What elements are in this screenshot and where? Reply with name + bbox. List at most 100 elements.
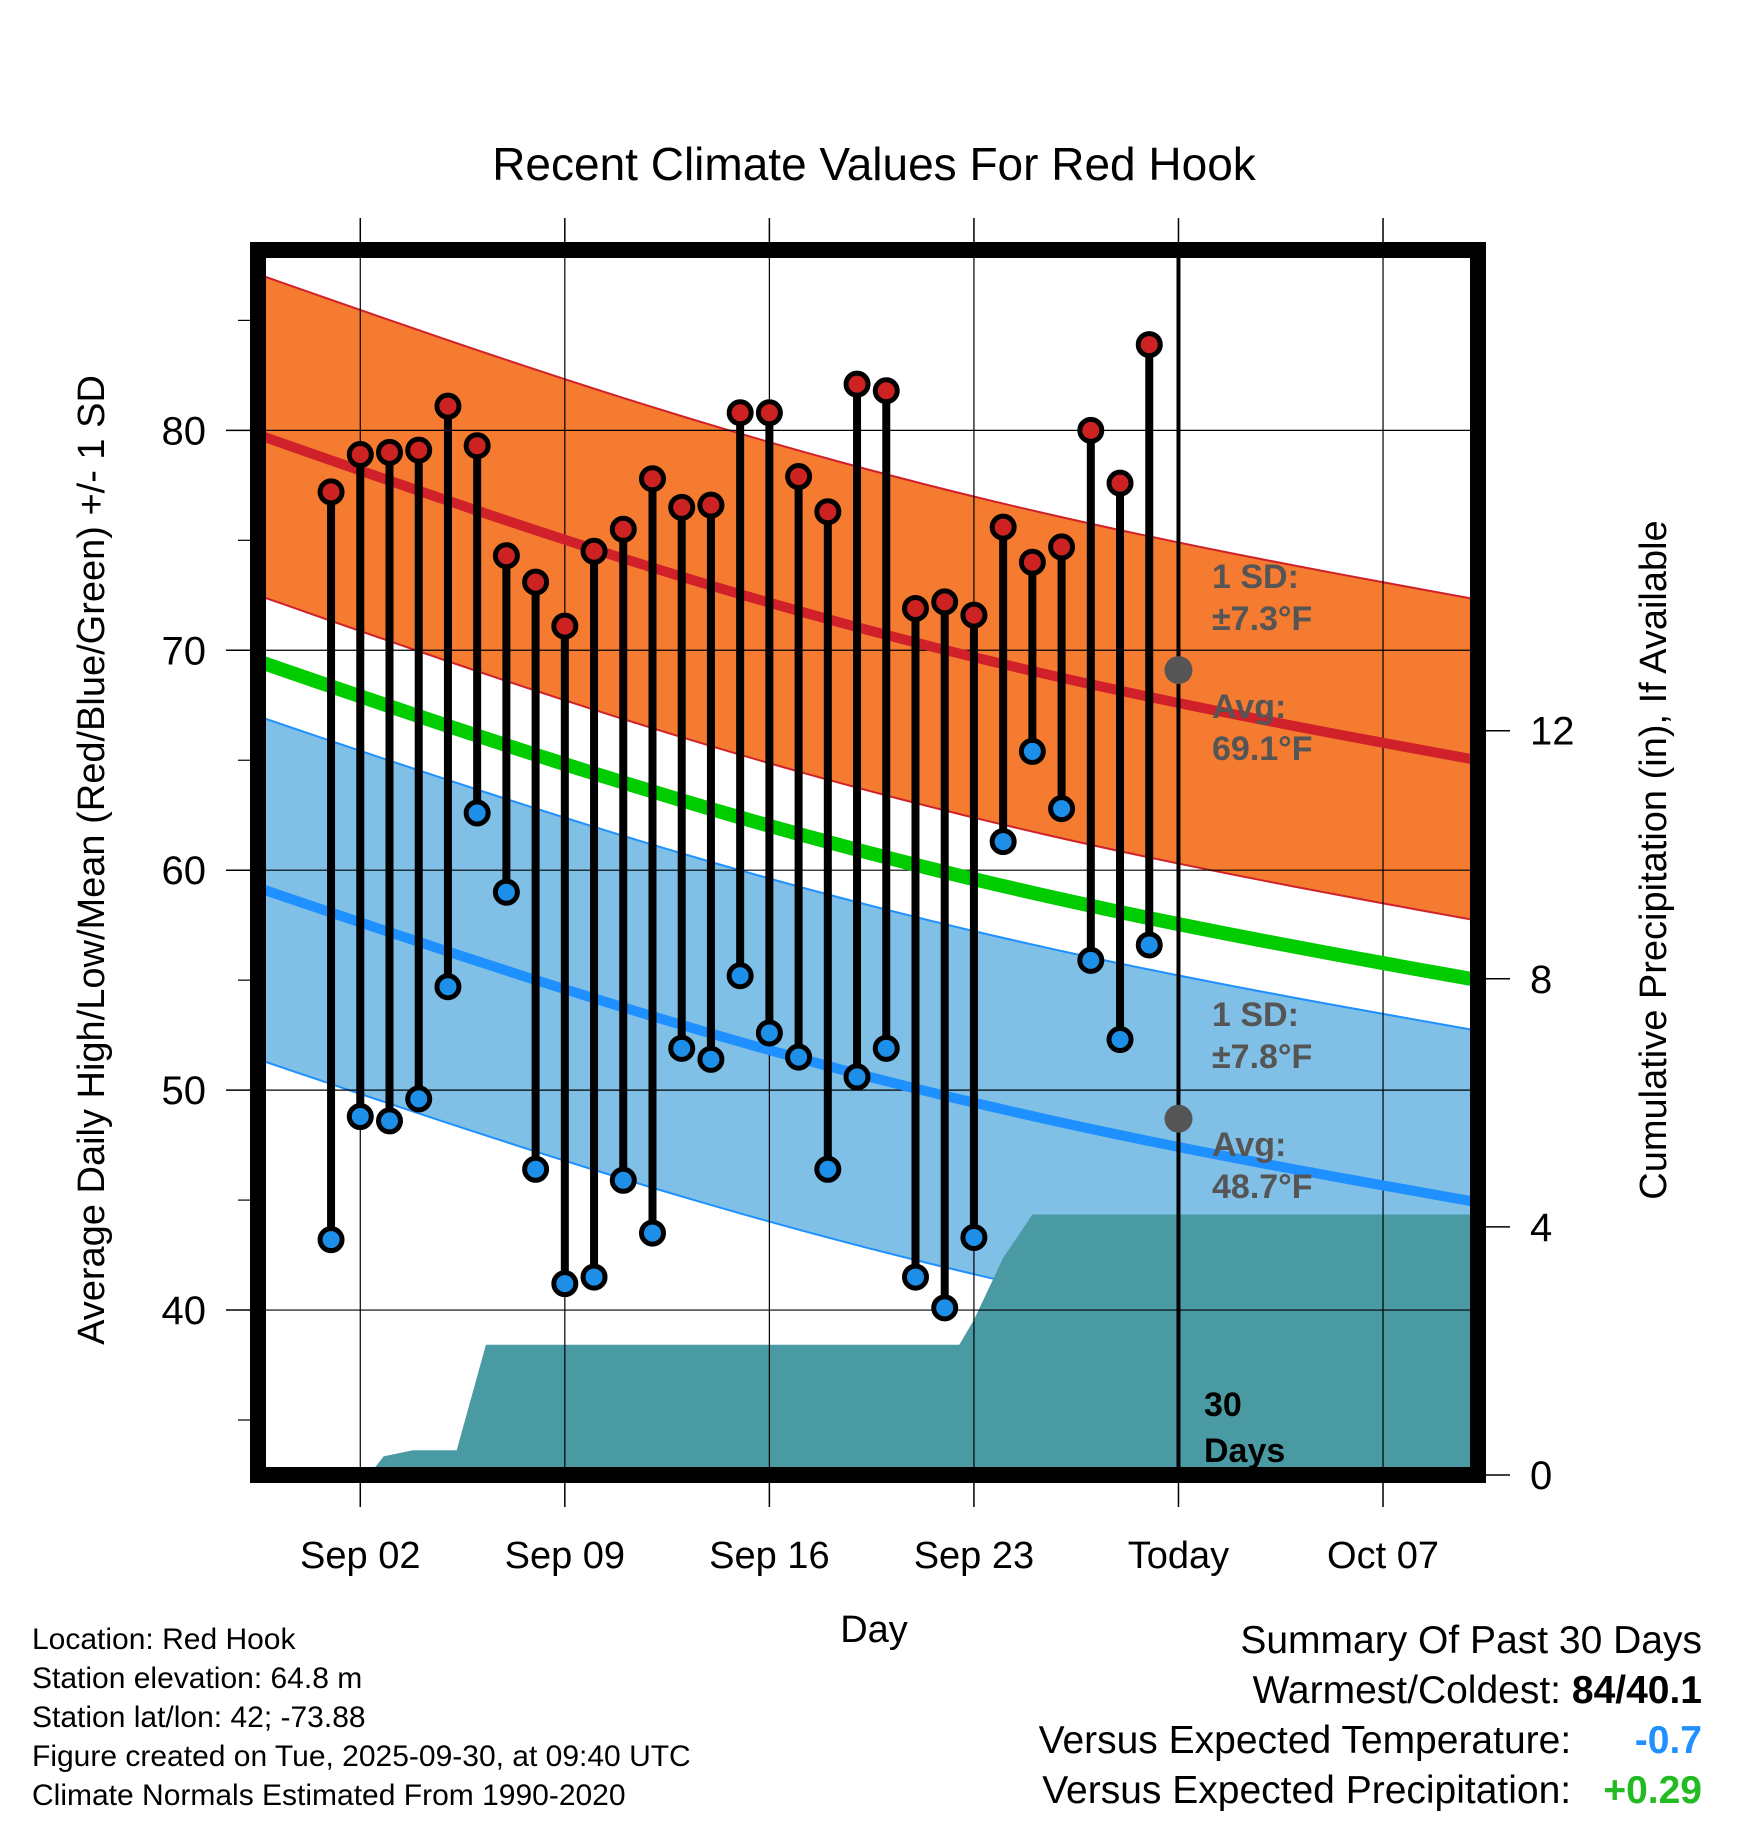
y-tick-label: 60 — [162, 849, 207, 893]
summary-precip-anomaly: Versus Expected Precipitation: +0.29 — [1039, 1766, 1702, 1816]
high-sd-band — [258, 273, 1478, 922]
y-tick-label: 40 — [162, 1289, 207, 1333]
low-temp-point — [317, 1226, 345, 1254]
low-temp-point — [843, 1063, 871, 1091]
high-temp-point — [463, 432, 491, 460]
low-temp-point — [463, 799, 491, 827]
low-avg-value: 48.7°F — [1212, 1168, 1313, 1206]
low-temp-point — [434, 973, 462, 1001]
low-temp-point — [726, 962, 754, 990]
y2-tick-label: 12 — [1530, 710, 1575, 754]
high-sd-label: 1 SD: — [1212, 558, 1299, 596]
low-temp-point — [755, 1019, 783, 1047]
x-tick-label: Sep 16 — [709, 1535, 829, 1577]
high-temp-point — [405, 436, 433, 464]
high-temp-point — [843, 370, 871, 398]
low-temp-point — [872, 1034, 900, 1062]
low-temp-point — [1135, 931, 1163, 959]
high-temp-point — [1106, 469, 1134, 497]
latlon-text: Station lat/lon: 42; -73.88 — [32, 1701, 366, 1734]
high-temp-point — [1135, 331, 1163, 359]
axes: Sep 02 Sep 09 Sep 16 Sep 23 Today Oct 0740506… — [162, 218, 1575, 1577]
high-temp-point — [434, 392, 462, 420]
high-temp-point — [638, 465, 666, 493]
high-temp-point — [668, 493, 696, 521]
temp-anomaly-value: -0.7 — [1634, 1719, 1702, 1762]
high-temp-point — [814, 498, 842, 526]
low-temp-point — [609, 1166, 637, 1194]
chart-title: Recent Climate Values For Red Hook — [492, 138, 1257, 190]
low-temp-point — [346, 1103, 374, 1131]
x-tick-label: Sep 09 — [505, 1535, 625, 1577]
low-sd-value: ±7.8°F — [1212, 1038, 1312, 1076]
x-axis-label: Day — [840, 1609, 908, 1651]
high-temp-point — [522, 568, 550, 596]
mean-normal-line — [258, 654, 1478, 988]
x-tick-label: Sep 23 — [914, 1535, 1034, 1577]
low-temp-point — [814, 1155, 842, 1183]
low-temp-point — [931, 1294, 959, 1322]
high-temp-point — [580, 537, 608, 565]
low-temp-point — [492, 878, 520, 906]
annotations: 1 SD: ±7.3°F Avg: 69.1°F 1 SD: ±7.8°F Av… — [1204, 558, 1313, 1470]
low-temp-point — [668, 1034, 696, 1062]
today-low-avg-marker — [1164, 1104, 1193, 1133]
high-temp-point — [697, 491, 725, 519]
normals-text: Climate Normals Estimated From 1990-2020 — [32, 1779, 626, 1812]
high-temp-point — [609, 515, 637, 543]
high-avg-label: Avg: — [1212, 688, 1286, 726]
y-tick-label: 70 — [162, 629, 207, 673]
low-temp-point — [1048, 795, 1076, 823]
high-temp-point — [317, 478, 345, 506]
x-tick-label: Today — [1128, 1535, 1229, 1577]
low-temp-point — [375, 1107, 403, 1135]
summary-title: Summary Of Past 30 Days — [1240, 1619, 1702, 1662]
low-temp-point — [989, 828, 1017, 856]
temp-anomaly-label: Versus Expected Temperature: — [1038, 1719, 1572, 1762]
high-temp-point — [872, 377, 900, 405]
plot-frame — [250, 242, 1486, 1483]
high-temp-point — [375, 438, 403, 466]
high-temp-point — [726, 399, 754, 427]
location-text: Location: Red Hook — [32, 1623, 296, 1656]
high-temp-point — [1077, 416, 1105, 444]
days-word: Days — [1204, 1432, 1285, 1470]
high-temp-point — [492, 542, 520, 570]
y-axis-label: Average Daily High/Low/Mean (Red/Blue/Gr… — [71, 375, 113, 1345]
high-temp-point — [346, 441, 374, 469]
precip-anomaly-value: +0.29 — [1603, 1769, 1702, 1812]
summary-panel: Summary Of Past 30 Days Warmest/Coldest:… — [1039, 1616, 1702, 1816]
low-temp-point — [785, 1043, 813, 1071]
high-temp-point — [1048, 533, 1076, 561]
high-temp-point — [960, 601, 988, 629]
summary-temp-anomaly: Versus Expected Temperature: -0.7 — [1039, 1716, 1702, 1766]
low-temp-point — [697, 1045, 725, 1073]
precip-anomaly-label: Versus Expected Precipitation: — [1042, 1769, 1572, 1812]
plot-area — [258, 250, 1478, 1475]
low-temp-point — [522, 1155, 550, 1183]
station-info: Location: Red Hook Station elevation: 64… — [32, 1620, 691, 1815]
low-temp-point — [901, 1263, 929, 1291]
high-temp-point — [755, 399, 783, 427]
high-temp-point — [931, 588, 959, 616]
x-tick-label: Sep 02 — [300, 1535, 420, 1577]
high-temp-point — [989, 513, 1017, 541]
y2-tick-label: 0 — [1530, 1454, 1552, 1498]
warmest-coldest-label: Warmest/Coldest: — [1252, 1669, 1562, 1712]
x-tick-label: Oct 07 — [1327, 1535, 1439, 1577]
low-temp-point — [580, 1263, 608, 1291]
high-temp-point — [1018, 548, 1046, 576]
created-text: Figure created on Tue, 2025-09-30, at 09… — [32, 1740, 691, 1773]
low-temp-point — [1077, 946, 1105, 974]
high-temp-point — [901, 594, 929, 622]
elevation-text: Station elevation: 64.8 m — [32, 1662, 363, 1695]
high-normal-line — [258, 430, 1478, 766]
high-temp-point — [551, 612, 579, 640]
y2-tick-label: 4 — [1530, 1206, 1552, 1250]
today-high-avg-marker — [1164, 656, 1193, 685]
low-temp-point — [405, 1085, 433, 1113]
y-tick-label: 50 — [162, 1069, 207, 1113]
summary-warmest-coldest: Warmest/Coldest: 84/40.1 — [1039, 1666, 1702, 1716]
y2-axis-label: Cumulative Precipitation (in), If Availa… — [1633, 520, 1675, 1199]
